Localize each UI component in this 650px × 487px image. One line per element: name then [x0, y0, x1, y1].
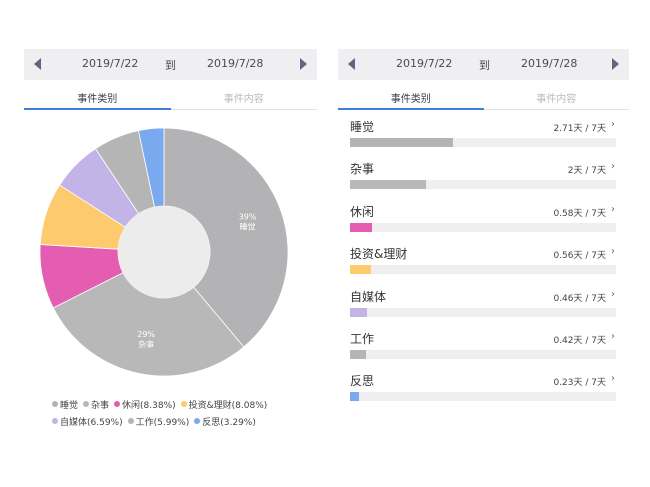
- chart-legend: 睡觉 杂事 休闲(8.38%) 投资&理财(8.08%) 自媒体(6.59%) 工作(5…: [52, 398, 272, 432]
- category-bar-item[interactable]: 自媒体 0.46天 / 7天 ›: [350, 288, 618, 330]
- category-name: 反思: [350, 374, 375, 389]
- legend-label: 自媒体(6.59%): [60, 418, 123, 428]
- chevron-right-icon: ›: [611, 161, 615, 173]
- category-bar-item[interactable]: 休闲 0.58天 / 7天 ›: [350, 203, 618, 245]
- chevron-right-icon: ›: [611, 119, 615, 130]
- tab-event-content[interactable]: 事件内容: [223, 94, 264, 105]
- chevron-right-icon: ›: [611, 203, 615, 215]
- tab-event-category[interactable]: 事件类别: [390, 94, 431, 105]
- legend-dot-icon: [114, 401, 121, 407]
- legend-row: 睡觉 杂事 休闲(8.38%) 投资&理财(8.08%): [52, 398, 272, 415]
- legend-label: 杂事: [91, 401, 110, 411]
- active-tab-indicator: [338, 108, 484, 110]
- date-range-bar: 2019/7/22 到 2019/7/28: [24, 49, 317, 80]
- category-bar-item[interactable]: 投资&理财 0.56天 / 7天 ›: [350, 245, 618, 287]
- legend-dot-icon: [52, 418, 58, 424]
- legend-label: 工作(5.99%): [135, 418, 190, 428]
- prev-week-arrow-icon[interactable]: [348, 58, 355, 70]
- progress-track: [350, 392, 616, 402]
- category-days-value: 0.56天 / 7天: [553, 251, 606, 262]
- category-days-value: 0.46天 / 7天: [553, 293, 606, 304]
- category-name: 睡觉: [350, 120, 375, 134]
- tab-bar: 事件类别 事件内容: [24, 80, 317, 110]
- tab-bar: 事件类别 事件内容: [338, 80, 629, 110]
- legend-dot-icon: [127, 418, 134, 424]
- category-bar-item[interactable]: 工作 0.42天 / 7天 ›: [350, 330, 618, 372]
- legend-item[interactable]: 睡觉: [52, 398, 78, 415]
- donut-hole: [118, 206, 210, 298]
- category-name: 休闲: [350, 204, 375, 219]
- category-name: 杂事: [350, 162, 375, 177]
- legend-item[interactable]: 休闲(8.38%): [114, 398, 176, 415]
- category-days-value: 2天 / 7天: [567, 166, 606, 177]
- category-name: 自媒体: [350, 289, 387, 304]
- category-bar-item[interactable]: 睡觉 2.71天 / 7天 ›: [350, 118, 618, 160]
- progress-fill: [350, 392, 359, 402]
- legend-item[interactable]: 杂事: [83, 398, 109, 415]
- chevron-right-icon: ›: [611, 373, 615, 385]
- date-range-separator: 到: [165, 59, 176, 72]
- legend-item[interactable]: 自媒体(6.59%): [52, 415, 123, 432]
- start-date[interactable]: 2019/7/22: [396, 57, 453, 70]
- start-date[interactable]: 2019/7/22: [82, 57, 139, 70]
- legend-label: 反思(3.29%): [202, 418, 256, 428]
- category-bar-item[interactable]: 杂事 2天 / 7天 ›: [350, 160, 618, 202]
- right-panel: 2019/7/22 到 2019/7/28 事件类别 事件内容: [338, 49, 629, 110]
- legend-dot-icon: [180, 401, 187, 407]
- progress-fill: [350, 180, 426, 190]
- slice-percent-label: 39%: [239, 213, 257, 222]
- category-name: 工作: [350, 332, 375, 346]
- progress-fill: [350, 307, 368, 317]
- legend-item[interactable]: 工作(5.99%): [127, 415, 190, 432]
- date-range-bar: 2019/7/22 到 2019/7/28: [338, 49, 629, 80]
- legend-label: 睡觉: [60, 401, 79, 411]
- category-name: 投资&理财: [350, 247, 408, 262]
- legend-dot-icon: [52, 401, 58, 407]
- legend-row: 自媒体(6.59%) 工作(5.99%) 反思(3.29%): [52, 415, 272, 432]
- chevron-right-icon: ›: [611, 246, 615, 258]
- prev-week-arrow-icon[interactable]: [34, 58, 41, 70]
- next-week-arrow-icon[interactable]: [300, 58, 307, 70]
- donut-chart: 39%睡觉 29%杂事: [39, 127, 289, 377]
- tab-event-content[interactable]: 事件内容: [536, 94, 577, 105]
- legend-label: 休闲(8.38%): [122, 401, 176, 411]
- legend-item[interactable]: 反思(3.29%): [194, 415, 256, 432]
- progress-fill: [350, 265, 372, 275]
- progress-fill: [350, 138, 453, 147]
- category-days-value: 2.71天 / 7天: [553, 124, 606, 134]
- progress-track: [350, 222, 616, 232]
- end-date[interactable]: 2019/7/28: [521, 57, 578, 70]
- chevron-right-icon: ›: [611, 288, 615, 300]
- category-bar-item[interactable]: 反思 0.23天 / 7天 ›: [350, 372, 618, 414]
- legend-item[interactable]: 投资&理财(8.08%): [180, 398, 268, 415]
- legend-dot-icon: [83, 401, 90, 407]
- end-date[interactable]: 2019/7/28: [207, 57, 264, 70]
- slice-percent-label: 29%: [137, 330, 155, 339]
- progress-track: [350, 138, 616, 147]
- progress-track: [350, 180, 616, 190]
- chevron-right-icon: ›: [611, 331, 615, 342]
- progress-track: [350, 350, 616, 359]
- category-days-value: 0.23天 / 7天: [553, 378, 606, 389]
- next-week-arrow-icon[interactable]: [612, 58, 619, 70]
- left-panel: 2019/7/22 到 2019/7/28 事件类别 事件内容: [24, 49, 317, 110]
- progress-fill: [350, 350, 366, 359]
- category-days-value: 0.42天 / 7天: [553, 336, 606, 346]
- legend-label: 投资&理财(8.08%): [188, 401, 268, 411]
- active-tab-indicator: [24, 108, 171, 110]
- tab-event-category[interactable]: 事件类别: [77, 94, 118, 105]
- date-range-separator: 到: [479, 59, 490, 72]
- progress-track: [350, 307, 616, 317]
- progress-fill: [350, 222, 373, 232]
- legend-dot-icon: [194, 418, 201, 424]
- slice-name-label: 杂事: [138, 339, 154, 349]
- slice-name-label: 睡觉: [240, 222, 256, 232]
- progress-track: [350, 265, 616, 275]
- category-days-value: 0.58天 / 7天: [553, 208, 606, 219]
